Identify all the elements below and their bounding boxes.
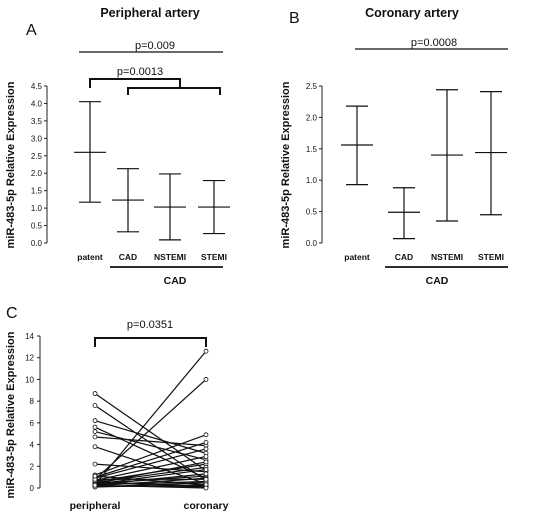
panel-a-title: Peripheral artery <box>100 6 199 20</box>
panel-a-ytick-label-7: 3.5 <box>31 117 43 126</box>
panel-a-xcat-STEMI: STEMI <box>201 252 227 262</box>
panel-c-point-peripheral-27 <box>92 473 98 479</box>
panel-c-pair-line-3 <box>94 404 207 481</box>
panel-b-title: Coronary artery <box>365 6 459 20</box>
panel-b-group-label: CAD <box>426 275 449 287</box>
panel-a-ytick-label-2: 1.0 <box>31 204 43 213</box>
panel-b-ylabel: miR-483-5p Relative Expression <box>280 81 292 248</box>
panel-a-pvalue-2: p=0.0013 <box>117 66 163 78</box>
panel-a-ytick-label-0: 0.0 <box>31 239 43 248</box>
panel-c-point-peripheral-7 <box>92 434 98 440</box>
panel-c-point-coronary-12 <box>203 446 209 452</box>
panel-b-xcat-patent: patent <box>344 252 370 262</box>
panel-c-point-coronary-0 <box>203 348 209 354</box>
panel-b-ytick-label-5: 2.5 <box>306 82 318 91</box>
panel-a-bracket-p0013-sub <box>127 87 221 95</box>
panel-a-ytick-label-5: 2.5 <box>31 152 43 161</box>
panel-c-ytick-label-6: 12 <box>25 354 34 363</box>
panel-c-point-peripheral-5 <box>92 424 98 430</box>
panel-a-ytick-label-3: 1.5 <box>31 187 43 196</box>
panel-c-ytick-label-7: 14 <box>25 332 34 341</box>
panel-c-ytick-label-3: 6 <box>30 419 35 428</box>
panel-c-pair-line-17 <box>94 461 207 485</box>
panel-c-xcat-coronary: coronary <box>184 500 229 512</box>
panel-c-point-peripheral-9 <box>92 461 98 467</box>
panel-c-pair-line-6 <box>94 430 207 461</box>
panel-c-pair-line-29 <box>94 484 207 489</box>
panel-c-point-coronary-17 <box>203 459 209 465</box>
panel-c-point-coronary-1 <box>203 377 209 382</box>
panel-c-pair-line-12 <box>94 448 207 479</box>
panel-c-ytick-label-2: 4 <box>30 441 35 450</box>
panel-a-bracket-p0013-top <box>89 78 181 88</box>
panel-c-xcat-peripheral: peripheral <box>70 500 121 512</box>
panel-c-pair-line-7 <box>94 436 207 447</box>
panel-c-ytick-label-4: 8 <box>30 397 35 406</box>
panel-c-pair-line-2 <box>94 393 207 472</box>
panel-c-bracket-p0351 <box>94 337 207 347</box>
panel-c-point-peripheral-3 <box>92 403 98 408</box>
panel-c-point-coronary-13 <box>203 454 209 459</box>
panel-c-ylabel: miR-483-5p Relative Expression <box>5 331 17 498</box>
panel-c-pair-line-10 <box>94 434 207 476</box>
panel-a-ytick-label-9: 4.5 <box>31 82 43 91</box>
panel-a-ytick-label-1: 0.5 <box>31 222 43 231</box>
panel-c-point-coronary-11 <box>203 439 209 445</box>
panel-c-pair-line-11 <box>94 441 207 478</box>
panel-b-pvalue-1: p=0.0008 <box>411 37 457 49</box>
panel-c-point-coronary-29 <box>203 485 209 491</box>
panel-c-point-peripheral-29 <box>92 482 98 488</box>
panel-c-point-coronary-26 <box>203 476 209 482</box>
panel-b-ytick-label-0: 0.0 <box>306 239 318 248</box>
panel-c-point-peripheral-6 <box>92 429 98 434</box>
panel-c-pair-line-4 <box>94 420 207 454</box>
panel-a-ytick-label-8: 4.0 <box>31 99 43 108</box>
panel-b-ytick-label-4: 2.0 <box>306 113 318 122</box>
panel-c-pair-line-28 <box>94 468 207 485</box>
panel-c-ytick-label-1: 2 <box>30 462 35 471</box>
panel-b-letter: B <box>289 10 300 27</box>
panel-a-xcat-CAD: CAD <box>119 252 137 262</box>
panel-b-xcat-CAD: CAD <box>395 252 413 262</box>
panel-c-pair-line-1 <box>94 378 207 480</box>
panel-c-pvalue: p=0.0351 <box>127 319 173 331</box>
panel-c-pair-line-13 <box>94 455 207 481</box>
panel-a-ytick-label-6: 3.0 <box>31 134 43 143</box>
panel-c-pair-line-25 <box>94 480 207 488</box>
panel-b-ytick-label-3: 1.5 <box>306 145 318 154</box>
panel-c-point-coronary-10 <box>203 432 209 438</box>
panel-c-pair-line-27 <box>94 475 207 486</box>
panel-a-letter: A <box>26 22 37 39</box>
panel-b-xcat-STEMI: STEMI <box>478 252 504 262</box>
panel-c-ytick-label-0: 0 <box>30 484 35 493</box>
panel-c-point-peripheral-4 <box>92 418 98 424</box>
panel-b-ytick-label-1: 0.5 <box>306 208 318 217</box>
panel-a-group-label: CAD <box>164 275 187 287</box>
panel-c-point-peripheral-8 <box>92 444 98 450</box>
panel-a-ytick-label-4: 2.0 <box>31 169 43 178</box>
panel-a-ylabel: miR-483-5p Relative Expression <box>5 81 17 248</box>
panel-c-letter: C <box>6 305 18 322</box>
panel-a-pvalue-1: p=0.009 <box>135 40 175 52</box>
panel-c-point-coronary-28 <box>203 467 209 472</box>
panel-c-point-coronary-20 <box>203 471 209 477</box>
panel-a-xcat-patent: patent <box>77 252 103 262</box>
panel-c-point-peripheral-2 <box>92 391 98 396</box>
panel-c-pair-line-24 <box>94 484 207 488</box>
panel-a-xcat-NSTEMI: NSTEMI <box>154 252 186 262</box>
panel-b-xcat-NSTEMI: NSTEMI <box>431 252 463 262</box>
panel-c-ytick-label-5: 10 <box>25 375 34 384</box>
panel-b-ytick-label-2: 1.0 <box>306 176 318 185</box>
